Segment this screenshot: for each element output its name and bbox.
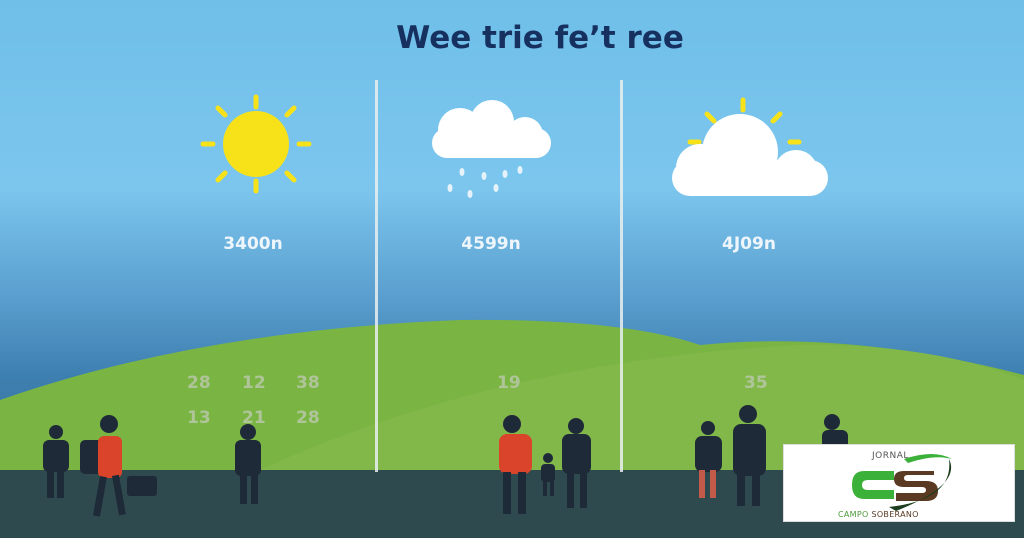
number-value: 12 (242, 373, 266, 393)
panel-divider (375, 80, 378, 472)
rain-cloud-icon (432, 100, 551, 198)
sun-icon (200, 94, 312, 194)
page-title: Wee trie fe’t ree (396, 20, 684, 56)
temperature-label-sunny: 3400n (223, 234, 283, 254)
logo-bottom-text: CAMPO SOBERANO (838, 510, 919, 519)
logo-word-soberano: SOBERANO (871, 510, 919, 519)
number-value: 38 (296, 373, 320, 393)
number-value: 13 (187, 408, 211, 428)
number-value: 21 (242, 408, 266, 428)
number-value: 35 (744, 373, 768, 393)
logo-word-campo: CAMPO (838, 510, 869, 519)
cs-logo-mark (852, 454, 952, 511)
temperature-label-cloudy: 4J09n (722, 234, 776, 254)
panel-divider (620, 80, 623, 472)
people-silhouettes (43, 405, 848, 517)
number-value: 28 (296, 408, 320, 428)
number-value: 28 (187, 373, 211, 393)
logo-top-text: JORNAL (872, 451, 909, 461)
partly-cloudy-icon (672, 97, 828, 196)
jornal-campo-soberano-logo: JORNAL CAMPO SOBERANO (783, 444, 1015, 522)
temperature-label-rainy: 4599n (461, 234, 521, 254)
number-value: 19 (497, 373, 521, 393)
